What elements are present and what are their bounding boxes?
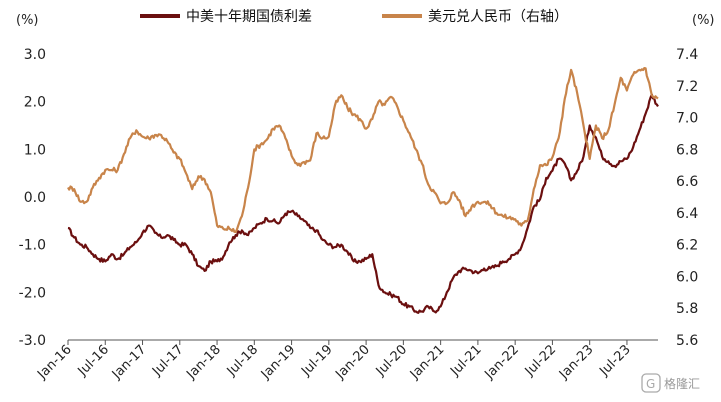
left-axis-ticks: 3.0 2.0 1.0 0.0 -1.0 -2.0 -3.0	[19, 47, 46, 349]
right-tick-label: 6.8	[676, 142, 698, 158]
left-tick-label: -3.0	[19, 333, 46, 349]
right-tick-label: 7.2	[676, 79, 698, 95]
right-tick-label: 7.0	[676, 111, 698, 127]
legend: 中美十年期国债利差 美元兑人民币（右轴）	[140, 9, 568, 25]
left-tick-label: -1.0	[19, 238, 46, 254]
right-tick-label: 6.0	[676, 269, 698, 285]
right-tick-label: 5.6	[676, 333, 698, 349]
right-axis-ticks: 7.4 7.2 7.0 6.8 6.6 6.4 6.2 6.0 5.8 5.6	[676, 47, 698, 349]
legend-label-usdcny: 美元兑人民币（右轴）	[428, 9, 568, 25]
g-logo-letter: G	[646, 377, 655, 391]
left-tick-label: 2.0	[24, 95, 46, 111]
series-line-usdcny	[67, 67, 659, 234]
left-axis-unit: (%)	[16, 13, 39, 28]
left-tick-label: 3.0	[24, 47, 46, 63]
right-tick-label: 6.4	[676, 206, 698, 222]
legend-label-spread: 中美十年期国债利差	[186, 9, 312, 25]
right-tick-label: 6.6	[676, 174, 698, 190]
watermark-text: 格隆汇	[664, 376, 700, 391]
left-tick-label: -2.0	[19, 285, 46, 301]
right-axis-unit: (%)	[692, 13, 715, 28]
series-line-spread	[67, 93, 659, 314]
left-tick-label: 0.0	[24, 190, 46, 206]
right-tick-label: 7.4	[676, 47, 698, 63]
left-tick-label: 1.0	[24, 142, 46, 158]
watermark: G 格隆汇	[641, 373, 700, 393]
right-tick-label: 5.8	[676, 301, 698, 317]
right-tick-label: 6.2	[676, 238, 698, 254]
g-logo-icon	[641, 373, 661, 393]
